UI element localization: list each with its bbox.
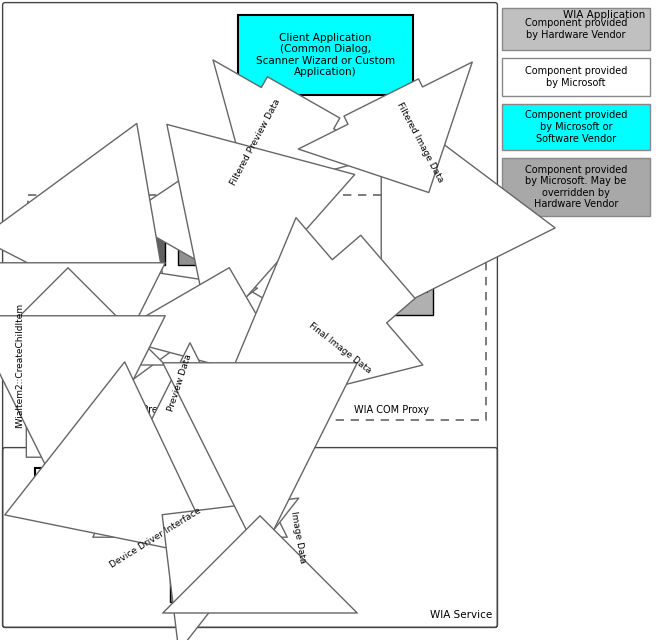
Text: Scanner Driver: Scanner Driver bbox=[191, 576, 269, 586]
Text: WIA Service: WIA Service bbox=[430, 610, 492, 620]
Text: Component provided
by Microsoft: Component provided by Microsoft bbox=[525, 66, 627, 88]
Text: Segmentation Filter: Segmentation Filter bbox=[49, 232, 151, 243]
Text: Final Image Data: Final Image Data bbox=[307, 321, 373, 375]
Text: WIA Preview Component: WIA Preview Component bbox=[120, 405, 240, 415]
Bar bbox=[35, 210, 165, 265]
Text: Filtered Image Data: Filtered Image Data bbox=[395, 100, 445, 184]
Bar bbox=[298, 195, 486, 420]
Bar bbox=[120, 295, 230, 340]
Bar bbox=[35, 468, 210, 513]
Text: Client Application
(Common Dialog,
Scanner Wizard or Custom
Application): Client Application (Common Dialog, Scann… bbox=[256, 33, 395, 77]
Bar bbox=[238, 15, 413, 95]
Text: Component provided
by Microsoft or
Software Vendor: Component provided by Microsoft or Softw… bbox=[525, 110, 627, 143]
Text: Device Driver Interface: Device Driver Interface bbox=[108, 506, 202, 570]
Text: Component provided
by Hardware Vendor: Component provided by Hardware Vendor bbox=[525, 18, 627, 40]
Text: Filtered Preview Data: Filtered Preview Data bbox=[228, 97, 282, 187]
Text: WIA Application: WIA Application bbox=[563, 10, 645, 20]
Text: Preview Data: Preview Data bbox=[167, 353, 194, 413]
Bar bbox=[502, 158, 650, 216]
Text: Component provided
by Microsoft. May be
overridden by
Hardware Vendor: Component provided by Microsoft. May be … bbox=[525, 164, 627, 209]
Bar bbox=[178, 210, 283, 265]
Bar bbox=[170, 560, 290, 602]
Text: Image Processing Filter: Image Processing Filter bbox=[317, 285, 430, 295]
Text: Cached Image: Cached Image bbox=[137, 312, 212, 323]
Text: Image Processing Filter: Image Processing Filter bbox=[174, 232, 287, 243]
Text: WIA Application Interface: WIA Application Interface bbox=[56, 486, 188, 495]
Bar bbox=[28, 195, 290, 420]
Bar bbox=[502, 104, 650, 150]
Bar bbox=[502, 8, 650, 50]
Bar bbox=[502, 58, 650, 96]
Text: Image Data: Image Data bbox=[289, 510, 307, 564]
Bar bbox=[315, 265, 433, 315]
Text: IWiaItem2::CreateChildItem: IWiaItem2::CreateChildItem bbox=[15, 303, 24, 428]
Text: WIA COM Proxy: WIA COM Proxy bbox=[354, 405, 430, 415]
